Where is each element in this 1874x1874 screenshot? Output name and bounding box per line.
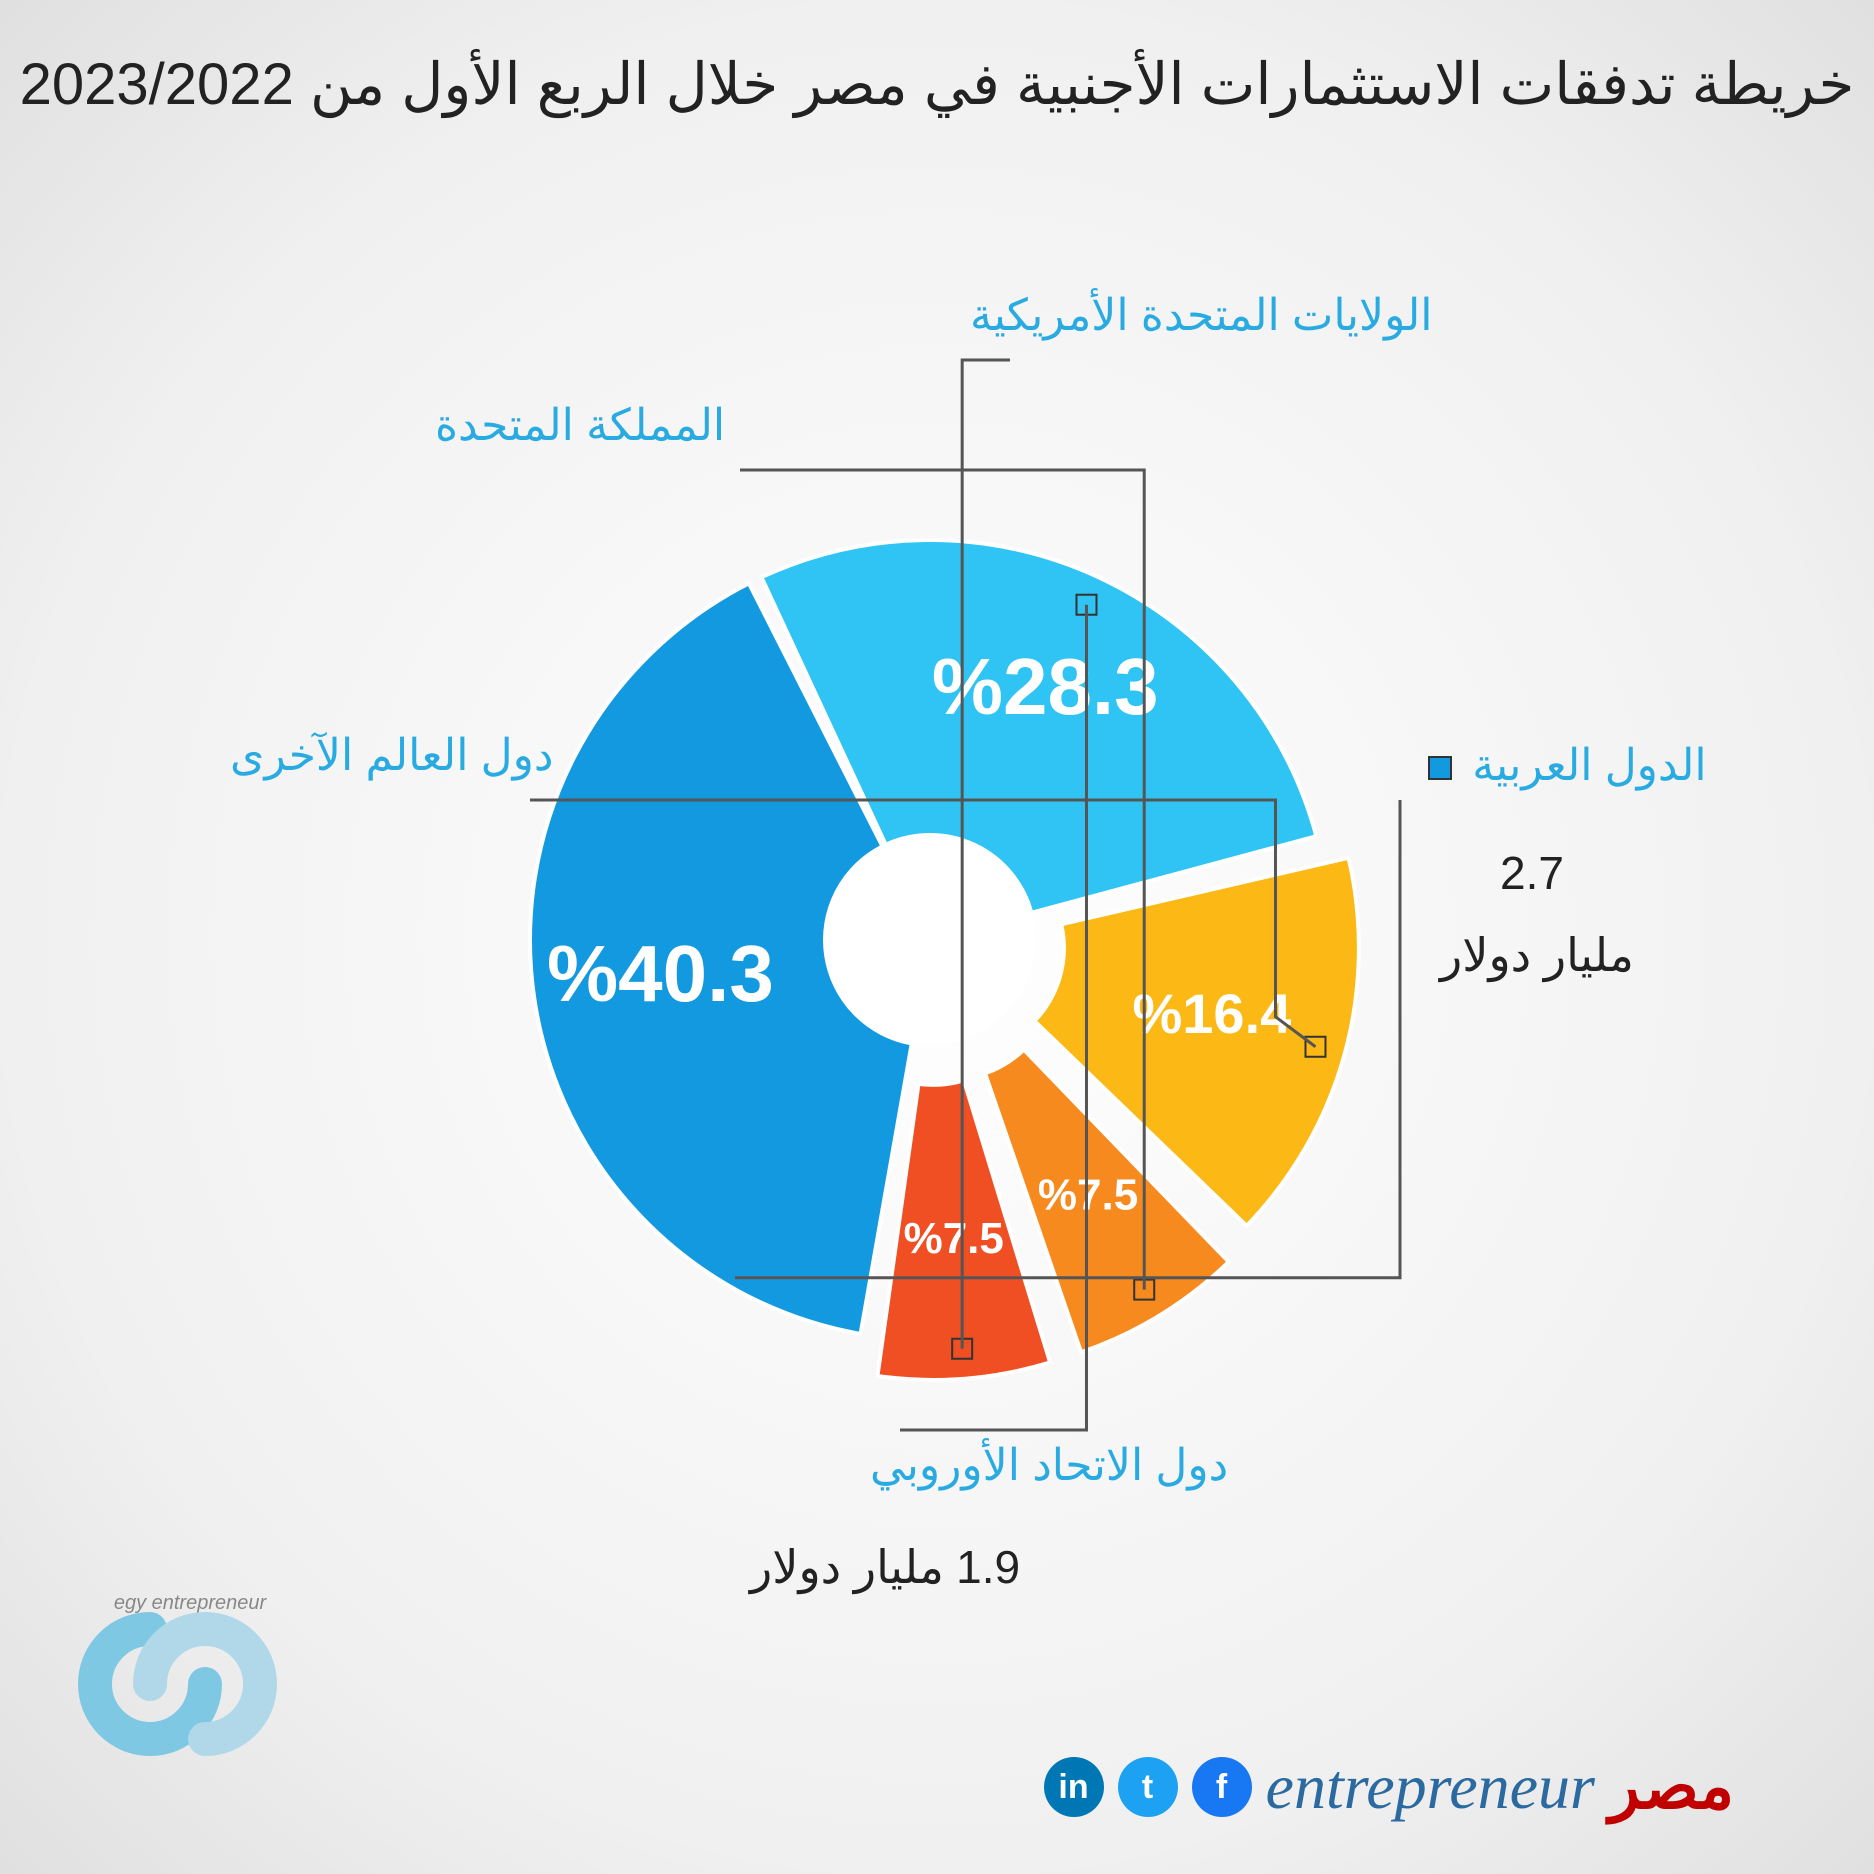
facebook-icon[interactable]: f <box>1192 1757 1252 1817</box>
brand-tagline: egy entrepreneur <box>114 1592 268 1614</box>
callout-arab-abs: 2.7 <box>1500 846 1564 900</box>
footer: egy entrepreneur in t f entrepreneur مصر <box>0 1704 1874 1834</box>
callout-uk: المملكة المتحدة <box>435 400 725 451</box>
callout-usa: الولايات المتحدة الأمريكية <box>970 290 1432 341</box>
social-row: in t f entrepreneur مصر <box>1044 1750 1734 1824</box>
callout-arab-unit: مليار دولار <box>1440 929 1634 981</box>
callout-eu-label: دول الاتحاد الأوروبي <box>870 1441 1228 1490</box>
callout-arab-marker <box>1428 756 1452 780</box>
callout-arab-label: الدول العربية <box>1472 741 1706 790</box>
brand-text: entrepreneur <box>1266 1750 1595 1824</box>
twitter-icon[interactable]: t <box>1118 1757 1178 1817</box>
slice-label: %28.3 <box>932 642 1159 731</box>
callout-other: دول العالم الآخرى <box>230 730 553 781</box>
brand-logo: egy entrepreneur <box>70 1589 330 1774</box>
callout-arab-value: 2.7 <box>1500 847 1564 899</box>
callout-eu: دول الاتحاد الأوروبي <box>870 1440 1228 1491</box>
callout-arab: الدول العربية <box>1420 740 1707 791</box>
pie-center <box>825 835 1035 1045</box>
brand-suffix: مصر <box>1609 1750 1734 1824</box>
slice-label: %7.5 <box>904 1214 1004 1263</box>
linkedin-icon[interactable]: in <box>1044 1757 1104 1817</box>
callout-eu-value: 1.9 <box>956 1541 1020 1593</box>
slice-label: %40.3 <box>547 929 774 1018</box>
slice-label: %16.4 <box>1132 982 1291 1045</box>
callout-arab-unit-row: مليار دولار <box>1440 928 1634 982</box>
slice-label: %7.5 <box>1038 1171 1138 1220</box>
callout-eu-abs-row: 1.9 مليار دولار <box>750 1540 1020 1594</box>
callout-eu-unit: مليار دولار <box>750 1541 944 1593</box>
